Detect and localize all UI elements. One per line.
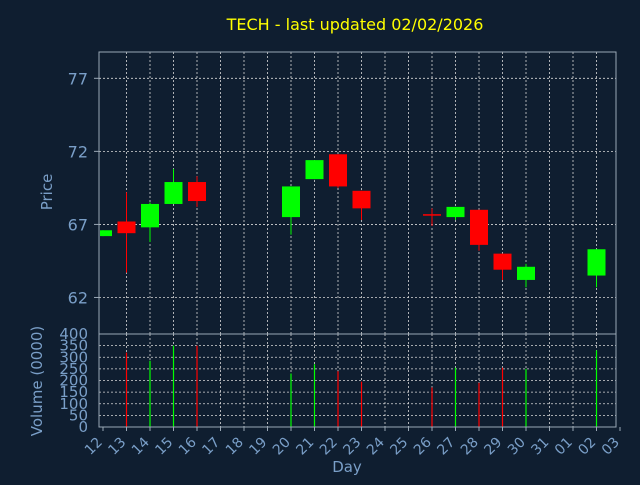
candle-body [305,160,324,180]
price-y-tick-label: 72 [68,142,88,161]
candle-body [517,266,535,280]
candle-body [329,154,347,187]
volume-axis-label: Volume (0000) [28,326,46,436]
candle-body [493,253,512,270]
x-tick-label: 22 [317,435,341,459]
candle-body [117,221,136,234]
x-tick-label: 20 [270,435,294,459]
candle-body [282,186,300,218]
x-tick-label: 16 [176,434,200,458]
volume-y-tick-label: 0 [78,418,88,436]
price-candles [100,154,606,288]
x-tick-label: 13 [105,435,129,459]
candle-body [587,249,606,276]
x-tick-label: 21 [293,435,317,459]
x-tick-label: 27 [434,435,458,459]
price-y-tick-label: 67 [68,215,88,234]
price-y-tick-labels: 62 67 72 77 [68,69,99,307]
x-tick-label: 31 [528,435,552,459]
volume-y-tick-label: 350 [59,337,88,355]
volume-y-tick-label: 150 [59,383,88,401]
x-tick-label: 12 [82,435,106,459]
x-tick-label: 15 [152,435,176,459]
x-tick-labels: 12 13 14 15 16 17 18 19 20 21 22 23 24 25 26 27 28 29 30 31… [82,427,623,458]
x-tick-label: 30 [505,435,529,459]
volume-y-tick-label: 400 [59,325,88,343]
price-axis-label: Price [38,174,56,211]
x-tick-label: 19 [246,435,270,459]
volume-bars [125,345,598,427]
x-tick-label: 24 [364,434,388,458]
candle-body [188,182,206,202]
volume-y-tick-label: 300 [59,348,88,366]
x-axis-label: Day [332,458,362,476]
x-tick-label: 17 [199,435,223,459]
price-y-tick-label: 77 [68,69,88,88]
x-tick-label: 26 [411,434,435,458]
candle-body [100,230,112,237]
candle-body [352,190,371,209]
volume-panel-frame [98,333,617,428]
candle-body [164,182,183,204]
candle-body [446,206,465,218]
candle-body [470,209,488,245]
x-tick-label: 28 [458,435,482,459]
x-tick-label: 25 [387,435,411,459]
x-tick-label: 29 [481,435,505,459]
volume-y-tick-label: 200 [59,372,88,390]
x-tick-label: 03 [599,435,623,459]
x-tick-label: 23 [340,435,364,459]
x-tick-label: 18 [223,435,247,459]
x-tick-label: 14 [129,434,153,458]
candle-body [423,214,441,216]
candle-body [141,203,159,228]
volume-y-tick-label: 50 [69,406,88,424]
x-tick-label: 01 [552,435,576,459]
volume-grid [99,334,616,427]
volume-y-tick-label: 100 [59,395,88,413]
x-tick-label: 02 [575,435,599,459]
chart-title: TECH - last updated 02/02/2026 [226,15,484,34]
price-y-tick-label: 62 [68,288,88,307]
volume-y-tick-label: 250 [59,360,88,378]
